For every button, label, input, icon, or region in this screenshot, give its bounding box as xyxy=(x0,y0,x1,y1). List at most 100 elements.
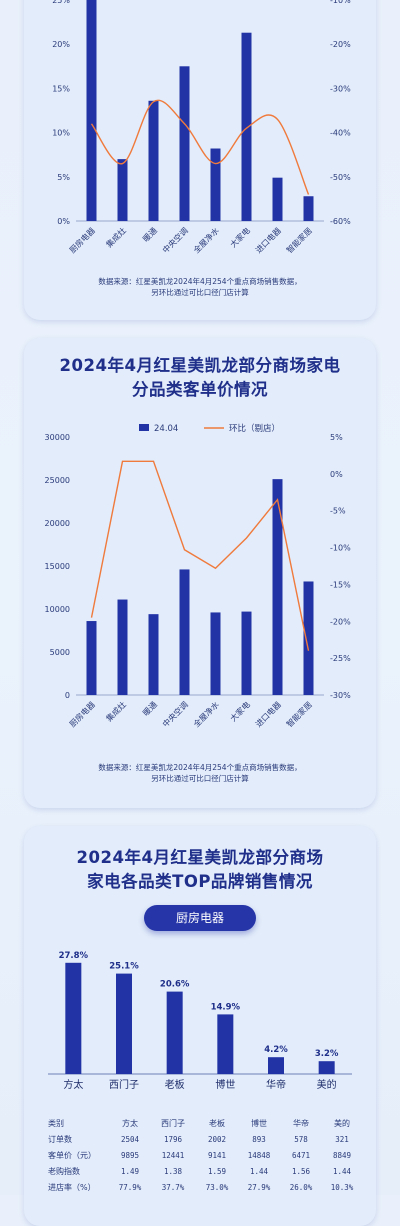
bar xyxy=(303,196,314,221)
table-row-label: 客单价（元） xyxy=(48,1151,96,1160)
bar xyxy=(148,614,159,695)
category-pill-kitchen[interactable]: 厨房电器 xyxy=(144,905,256,931)
table-cell: 1.49 xyxy=(120,1167,140,1176)
table-cell: 方太 xyxy=(122,1119,138,1128)
legend-bar-label: 24.04 xyxy=(154,424,178,434)
bar xyxy=(179,66,190,221)
chart-title-line-2: 分品类客单价情况 xyxy=(132,380,268,399)
table-cell: 2002 xyxy=(207,1135,227,1144)
table-row: 订单数 2504 1796 2002 893 578 321 xyxy=(24,1132,376,1148)
avg-order-price-chart-card: 2024年4月红星美凯龙部分商场家电 分品类客单价情况 24.04 环比（剔店） 0… xyxy=(24,338,376,808)
table-row: 客单价（元） 9895 12441 9141 14848 6471 8849 xyxy=(24,1148,376,1164)
y-left-tick-label: 20% xyxy=(52,40,70,49)
y-left-tick-label: 25000 xyxy=(45,476,70,485)
y-left-tick-label: 15000 xyxy=(45,562,70,571)
y-left-tick-label: 30000 xyxy=(45,433,70,442)
x-tick-label: 华帝 xyxy=(266,1078,286,1091)
bar-value-label: 25.1% xyxy=(109,962,139,972)
bar xyxy=(210,612,221,695)
x-tick-label: 全屋净水 xyxy=(191,699,221,729)
table-cell: 西门子 xyxy=(161,1119,185,1128)
x-tick-label: 大家电 xyxy=(228,225,252,249)
y-left-tick-label: 10000 xyxy=(45,605,70,614)
table-cell: 27.9% xyxy=(247,1183,271,1192)
x-tick-label: 厨房电器 xyxy=(67,225,97,255)
table-cell: 1796 xyxy=(163,1135,183,1144)
bar xyxy=(303,581,314,695)
table-row: 进店率（%） 77.9% 37.7% 73.0% 27.9% 26.0% 10.3% xyxy=(24,1180,376,1196)
table-cell: 893 xyxy=(252,1135,266,1144)
bar-value-label: 3.2% xyxy=(315,1049,339,1059)
table-cell: 37.7% xyxy=(161,1183,185,1192)
chart-title-line-2: 家电各品类TOP品牌销售情况 xyxy=(87,872,313,891)
y-right-tick-label: -30% xyxy=(330,691,351,700)
bar xyxy=(117,599,128,695)
x-tick-label: 暖通 xyxy=(141,225,159,243)
source-line-1: 数据来源：红星美凯龙2024年4月254个重点商场销售数据， xyxy=(98,277,302,286)
table-cell: 1.56 xyxy=(291,1167,311,1176)
table-cell: 321 xyxy=(335,1135,349,1144)
bar xyxy=(272,177,283,221)
bar-value-label: 27.8% xyxy=(59,951,89,961)
bar-value-label: 20.6% xyxy=(160,980,190,990)
brand-metrics-table: 类别 方太 西门子 老板 博世 华帝 美的 订单数 2504 1796 2002 893 578 321 客… xyxy=(24,1116,376,1196)
x-tick-label: 智能家居 xyxy=(284,225,314,255)
table-row-label: 订单数 xyxy=(48,1135,72,1144)
legend-bar-swatch xyxy=(139,424,149,431)
y-right-tick-label: -50% xyxy=(330,173,351,182)
table-cell: 73.0% xyxy=(205,1183,229,1192)
table-row: 老购指数 1.49 1.38 1.59 1.44 1.56 1.44 xyxy=(24,1164,376,1180)
chart-title: 2024年4月红星美凯龙部分商场家电 分品类客单价情况 xyxy=(24,354,376,402)
x-tick-label: 美的 xyxy=(317,1078,337,1091)
bar-value-label: 14.9% xyxy=(211,1002,241,1012)
table-cell: 1.38 xyxy=(163,1167,183,1176)
table-cell: 6471 xyxy=(291,1151,311,1160)
y-right-tick-label: -30% xyxy=(330,84,351,93)
table-row-label: 进店率（%） xyxy=(48,1183,96,1192)
y-right-tick-label: -60% xyxy=(330,217,351,226)
chart-source-note: 数据来源：红星美凯龙2024年4月254个重点商场销售数据， 另环比通过可比口径… xyxy=(24,276,376,298)
x-tick-label: 进口电器 xyxy=(253,699,283,729)
x-tick-label: 大家电 xyxy=(228,699,252,723)
table-cell: 8849 xyxy=(332,1151,352,1160)
table-cell: 2504 xyxy=(120,1135,140,1144)
line-series xyxy=(90,99,310,195)
x-tick-label: 方太 xyxy=(63,1078,83,1091)
table-cell: 26.0% xyxy=(289,1183,313,1192)
y-right-tick-label: -5% xyxy=(330,507,346,516)
y-left-tick-label: 5000 xyxy=(50,648,70,657)
table-cell: 老板 xyxy=(209,1119,225,1128)
x-tick-label: 智能家居 xyxy=(284,699,314,729)
y-left-tick-label: 20000 xyxy=(45,519,70,528)
y-left-tick-label: 15% xyxy=(52,84,70,93)
source-line-1: 数据来源：红星美凯龙2024年4月254个重点商场销售数据， xyxy=(98,763,302,772)
y-right-tick-label: -10% xyxy=(330,544,351,553)
table-cell: 9141 xyxy=(207,1151,227,1160)
y-right-tick-label: 0% xyxy=(330,470,343,479)
bar xyxy=(117,159,128,221)
bar xyxy=(268,1057,284,1074)
category-sales-chart-card: 0% 5% 10% 15% 20% 25% -60% -50% -40% -30% -20% -10%… xyxy=(24,0,376,320)
chart-title-line-1: 2024年4月红星美凯龙部分商场家电 xyxy=(59,356,341,375)
x-tick-label: 暖通 xyxy=(141,699,159,717)
y-right-tick-label: -25% xyxy=(330,654,351,663)
bar xyxy=(179,569,190,695)
table-row-label: 老购指数 xyxy=(48,1167,80,1176)
y-left-tick-label: 25% xyxy=(52,0,70,5)
bar xyxy=(241,611,252,695)
table-cell: 1.59 xyxy=(207,1167,227,1176)
bar xyxy=(86,0,97,221)
chart-title-line-1: 2024年4月红星美凯龙部分商场 xyxy=(76,848,324,867)
bar xyxy=(65,962,82,1074)
category-sales-chart: 0% 5% 10% 15% 20% 25% -60% -50% -40% -30% -20% -10%… xyxy=(52,0,351,255)
bar-value-label: 4.2% xyxy=(264,1045,288,1055)
bar xyxy=(86,621,97,695)
x-tick-label: 厨房电器 xyxy=(67,699,97,729)
y-right-tick-label: -10% xyxy=(330,0,351,5)
top-brand-sales-card: 2024年4月红星美凯龙部分商场 家电各品类TOP品牌销售情况 厨房电器 27.… xyxy=(24,826,376,1226)
chart-title: 2024年4月红星美凯龙部分商场 家电各品类TOP品牌销售情况 xyxy=(24,846,376,894)
bar xyxy=(166,991,183,1074)
table-row-label: 类别 xyxy=(48,1119,64,1128)
y-left-tick-label: 5% xyxy=(57,173,70,182)
y-left-tick-label: 0% xyxy=(57,217,70,226)
